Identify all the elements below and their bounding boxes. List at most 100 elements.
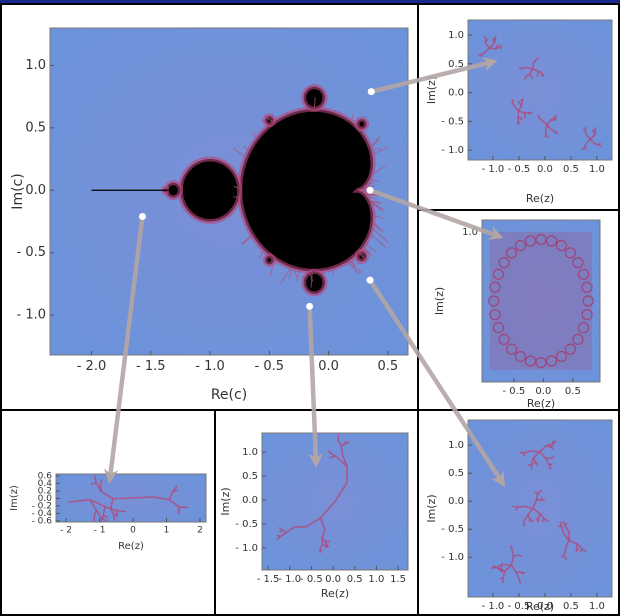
julia-branch [93, 475, 97, 484]
julia-branch [113, 514, 116, 521]
julia-curl [505, 343, 518, 355]
x-tick-label: - 0.5 [503, 386, 526, 397]
julia-branch [585, 134, 591, 140]
x-tick-label: 0.0 [325, 574, 341, 585]
x-tick-label: - 0.5 [508, 601, 531, 612]
x-axis-label: Re(z) [526, 192, 554, 205]
julia-branch [589, 138, 595, 145]
julia-branch [495, 563, 503, 569]
julia-branch [276, 534, 281, 538]
julia-branch [576, 543, 583, 550]
julia-branch [481, 51, 486, 56]
julia-branch [576, 548, 580, 551]
filament [368, 199, 382, 205]
julia-branch [168, 491, 174, 501]
julia-branch [513, 105, 520, 112]
julia-branch [517, 116, 522, 120]
julia-branch [592, 131, 596, 136]
y-axis-label: Im(c) [10, 173, 26, 209]
julia-branch [95, 509, 102, 519]
y-tick-label: 0.0 [25, 183, 46, 198]
julia-branch [528, 73, 533, 78]
julia-branch [325, 544, 328, 548]
julia-branch [535, 493, 539, 501]
y-tick-label: - 1.0 [17, 308, 47, 323]
julia-branch [526, 508, 534, 517]
y-axis-label: Im(z) [9, 485, 20, 511]
julia-curl [564, 343, 577, 355]
julia-curl [505, 247, 518, 259]
julia-branch [321, 537, 326, 543]
julia-fill [490, 232, 592, 370]
julia-branch [509, 544, 513, 551]
julia-branch [102, 514, 109, 519]
julia-branch [485, 42, 491, 49]
julia-branch [532, 59, 537, 64]
julia-curl [572, 333, 584, 345]
julia-branch [511, 99, 514, 103]
julia-branch [532, 499, 538, 509]
julia-branch [562, 532, 570, 541]
julia-branch [541, 518, 545, 523]
julia-branch [583, 143, 588, 148]
julia-branch [112, 497, 132, 500]
filament [370, 138, 380, 149]
julia-branch [591, 129, 595, 133]
julia-branch [109, 508, 115, 516]
julia-branch [560, 526, 565, 534]
julia-branch [331, 455, 336, 459]
julia-branch [499, 577, 504, 581]
julia-curl [577, 268, 590, 280]
filament [279, 267, 292, 285]
filament [258, 250, 265, 259]
julia-branch [279, 529, 283, 533]
julia-branch [327, 449, 332, 454]
x-tick-label: - 0.5 [508, 164, 531, 175]
julia-branch [152, 496, 170, 501]
fractal-image [91, 84, 390, 297]
julia-branch [337, 439, 342, 447]
julia-branch [500, 568, 504, 572]
julia-branch [553, 117, 557, 120]
y-tick-label: 0.5 [25, 120, 46, 135]
julia-branch [528, 68, 534, 75]
julia-branch [109, 498, 114, 509]
julia-branch [536, 73, 539, 77]
filament [346, 261, 361, 275]
julia-branch [512, 505, 518, 508]
y-tick-label: 0.5 [448, 468, 464, 479]
julia-branch [533, 461, 537, 465]
julia-branch [546, 119, 552, 126]
plot: - 2.0 - 1.5 - 1.0 - 0.5 0.0 0.5 1.0 0.5 0.0 - 0.5… [10, 27, 409, 403]
filament [369, 233, 387, 248]
y-tick-label: 1.0 [242, 447, 258, 458]
julia-branch [89, 499, 98, 511]
julia-branch [539, 451, 547, 460]
julia-branch [340, 442, 347, 447]
arrow [370, 57, 498, 94]
julia-branch [580, 548, 583, 553]
julia-branch [130, 496, 154, 499]
julia-curl [498, 333, 510, 345]
cardioid [237, 106, 376, 274]
julia-branch [489, 43, 495, 49]
julia-curl [564, 247, 577, 259]
x-tick-label: 0.5 [565, 386, 581, 397]
julia-branch [102, 506, 106, 516]
julia-branch [526, 66, 533, 70]
y-tick-label: - 0.5 [441, 116, 464, 127]
julia-curl [498, 257, 510, 269]
julia-branch [496, 43, 500, 47]
y-tick-label: 0.0 [448, 496, 464, 507]
x-tick-label: 1.0 [589, 601, 605, 612]
plot: - 1.0- 0.5 0.0 0.5 1.01.00.50.0- 0.5- 1.0Re… [425, 19, 613, 205]
filament [308, 270, 314, 282]
julia-branch [564, 525, 570, 532]
filament [370, 165, 386, 177]
filament [369, 178, 379, 183]
julia-branch [339, 459, 348, 468]
y-axis-label: Im(z) [219, 487, 232, 515]
julia-branch [524, 450, 532, 454]
plot: - 1.0- 0.5 0.0 0.5 1.01.00.50.0- 0.5- 1.0Re… [425, 419, 613, 613]
filament [372, 221, 384, 233]
